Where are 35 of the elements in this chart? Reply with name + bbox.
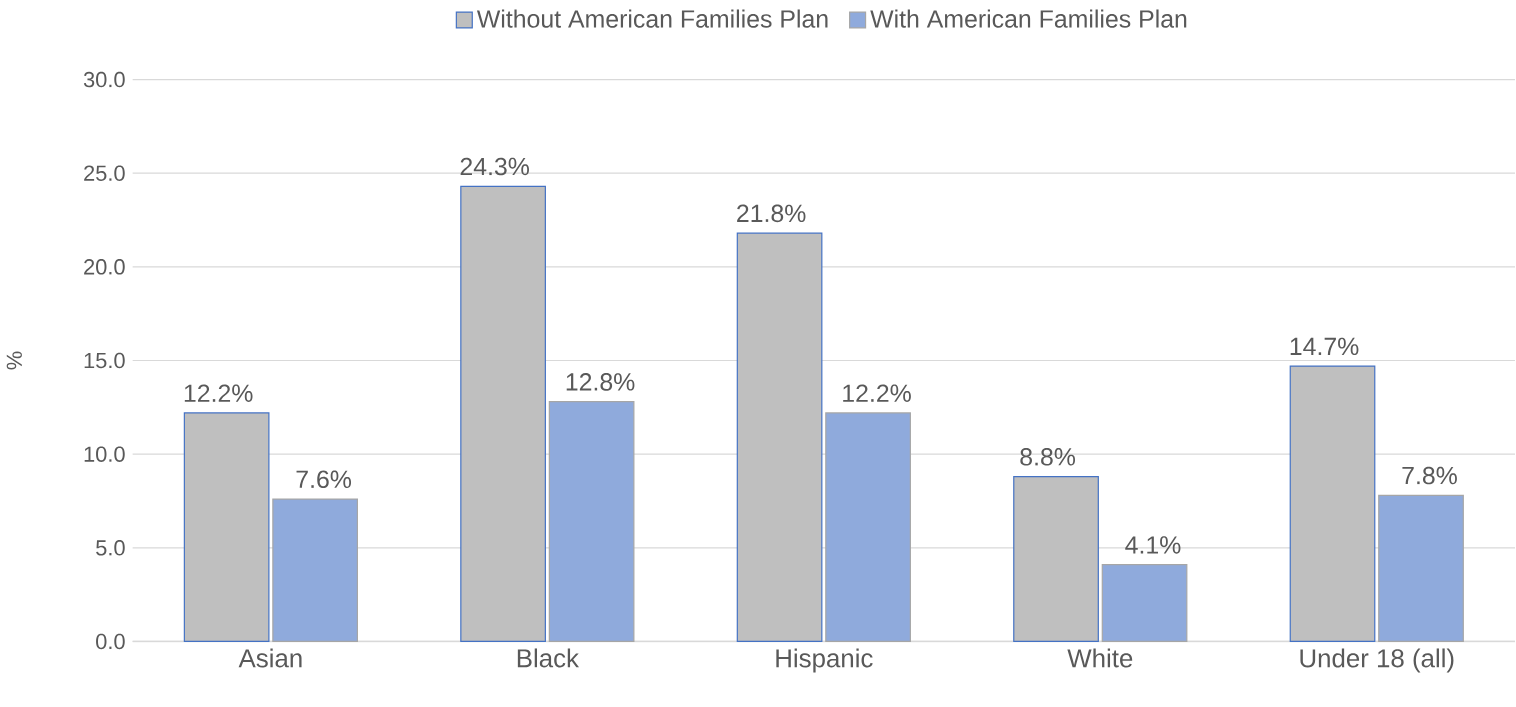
data-label: 12.2% xyxy=(184,384,253,402)
bar xyxy=(1289,365,1376,643)
data-label: 12.8% xyxy=(566,373,635,391)
x-tick-label: Asian xyxy=(238,648,302,668)
data-label: 24.3% xyxy=(460,157,529,176)
y-tick-label: 15.0 xyxy=(84,352,125,369)
x-tick-label: Hispanic xyxy=(776,648,873,673)
data-label: 7.6% xyxy=(296,470,352,489)
bar xyxy=(825,412,911,643)
bar xyxy=(1378,494,1464,643)
legend-label: Without American Families Plan xyxy=(476,9,828,28)
bar xyxy=(548,401,635,643)
bar xyxy=(183,412,270,643)
y-tick-label: 25.0 xyxy=(84,165,125,181)
data-label: 7.8% xyxy=(1402,466,1457,485)
y-tick-label: 30.0 xyxy=(83,71,125,88)
bar xyxy=(1013,475,1099,643)
y-axis-title: % xyxy=(6,351,22,370)
x-tick-label: White xyxy=(1067,648,1133,668)
legend-label: With American Families Plan xyxy=(870,9,1187,28)
y-tick-label: 0.0 xyxy=(96,633,125,650)
data-label: 21.8% xyxy=(737,204,806,223)
bar xyxy=(1101,564,1188,643)
bar xyxy=(736,232,823,643)
x-tick-label: Under 18 (all) xyxy=(1300,648,1454,673)
y-tick-label: 10.0 xyxy=(84,446,125,462)
bar xyxy=(272,498,359,643)
data-label: 4.1% xyxy=(1125,536,1181,554)
data-label: 8.8% xyxy=(1020,448,1076,466)
y-tick-label: 5.0 xyxy=(96,540,125,556)
x-tick-label: Black xyxy=(517,648,580,668)
bar xyxy=(460,185,546,643)
data-label: 14.7% xyxy=(1290,337,1359,356)
y-tick-label: 20.0 xyxy=(84,259,125,275)
data-label: 12.2% xyxy=(843,384,911,402)
